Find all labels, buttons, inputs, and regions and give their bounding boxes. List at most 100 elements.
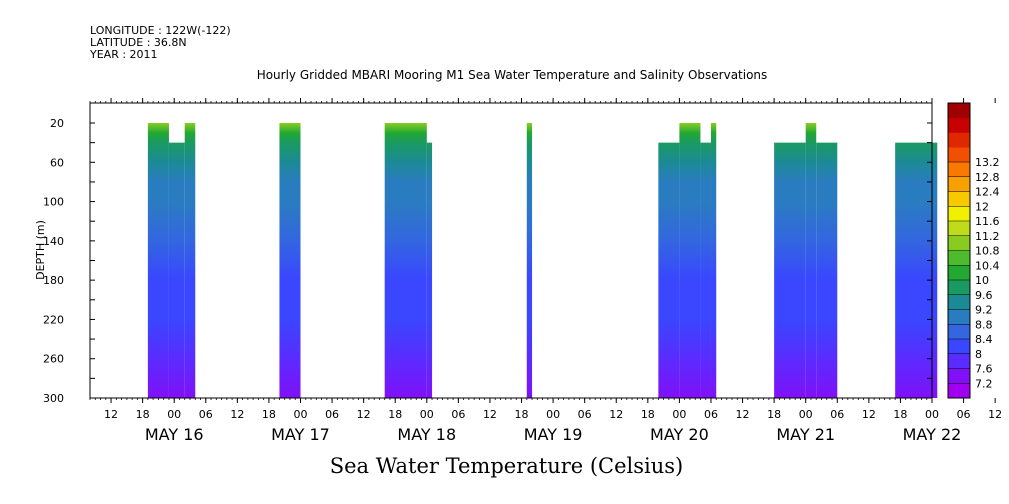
colorbar-swatch [948, 383, 970, 399]
x-day-label: MAY 21 [776, 425, 835, 444]
x-hour-tick-label: 00 [294, 408, 308, 421]
y-tick-label: 60 [50, 156, 64, 169]
variable-title: Sea Water Temperature (Celsius) [329, 454, 684, 478]
y-axis-label: DEPTH (m) [34, 220, 47, 280]
x-hour-tick-label: 18 [767, 408, 781, 421]
x-hour-tick-label: 18 [641, 408, 655, 421]
colorbar-swatch [948, 339, 970, 355]
data-segment-12 [805, 123, 817, 398]
colorbar-swatch [948, 250, 970, 266]
colorbar-label: 8.4 [975, 333, 993, 346]
x-hour-tick-label: 00 [420, 408, 434, 421]
x-hour-tick-label: 06 [578, 408, 592, 421]
colorbar-label: 13.2 [975, 156, 1000, 169]
colorbar-swatch [948, 147, 970, 163]
x-hour-tick-label: 00 [672, 408, 686, 421]
data-segment-11 [774, 142, 806, 398]
x-hour-tick-label: 12 [736, 408, 750, 421]
colorbar-swatch [948, 221, 970, 237]
colorbar-swatch [948, 324, 970, 340]
data-segment-0 [147, 123, 169, 398]
colorbar-label: 11.2 [975, 230, 1000, 243]
x-hour-tick-label: 06 [704, 408, 718, 421]
colorbar-label: 12.4 [975, 186, 1000, 199]
x-hour-tick-label: 18 [262, 408, 276, 421]
axis-layer: 12 18 00 06 12 18 00 06 12 18 00 06 12 18 00 06 12 18 00 06… [43, 98, 1002, 444]
x-hour-tick-label: 06 [957, 408, 971, 421]
colorbar-label: 12 [975, 200, 989, 213]
latitude-label: LATITUDE : 36.8N [90, 36, 187, 49]
data-segment-9 [700, 142, 711, 398]
x-hour-tick-label: 06 [451, 408, 465, 421]
colorbar-label: 10 [975, 274, 989, 287]
colorbar-swatch [948, 132, 970, 148]
data-segment-10 [710, 123, 717, 398]
x-day-label: MAY 17 [271, 425, 330, 444]
colorbar-swatch [948, 265, 970, 281]
chart-title: Hourly Gridded MBARI Mooring M1 Sea Wate… [256, 68, 768, 82]
x-hour-tick-label: 06 [199, 408, 213, 421]
y-tick-label: 180 [43, 274, 64, 287]
colorbar-swatch [948, 103, 970, 119]
y-tick-label: 140 [43, 235, 64, 248]
colorbar-label: 7.6 [975, 363, 993, 376]
data-segment-2 [184, 123, 196, 398]
x-hour-tick-label: 18 [388, 408, 402, 421]
x-hour-tick-label: 12 [357, 408, 371, 421]
y-tick-label: 300 [43, 392, 64, 405]
colorbar-swatch [948, 235, 970, 251]
data-segment-8 [679, 123, 701, 398]
colorbar-swatch [948, 206, 970, 222]
colorbar-label: 9.6 [975, 289, 993, 302]
x-hour-tick-label: 06 [830, 408, 844, 421]
colorbar-label: 12.8 [975, 171, 1000, 184]
colorbar-label: 10.8 [975, 245, 1000, 258]
data-segment-13 [816, 142, 838, 398]
data-segment-4 [384, 123, 427, 398]
colorbar-swatch [948, 162, 970, 178]
x-day-label: MAY 18 [397, 425, 456, 444]
x-hour-tick-label: 00 [925, 408, 939, 421]
year-label: YEAR : 2011 [90, 48, 158, 61]
colorbar-label: 8.8 [975, 318, 993, 331]
data-segment-5 [426, 142, 433, 398]
colorbar-swatch [948, 191, 970, 207]
y-tick-label: 20 [50, 117, 64, 130]
colorbar-label: 8 [975, 348, 982, 361]
x-hour-tick-label: 00 [799, 408, 813, 421]
data-segment-7 [658, 142, 680, 398]
longitude-label: LONGITUDE : 122W(-122) [90, 24, 231, 37]
colorbar-label: 9.2 [975, 304, 993, 317]
x-hour-tick-label: 12 [988, 408, 1002, 421]
x-hour-tick-label: 12 [862, 408, 876, 421]
colorbar-swatch [948, 294, 970, 310]
colorbar-swatch [948, 309, 970, 325]
y-tick-label: 260 [43, 353, 64, 366]
colorbar-swatch [948, 353, 970, 369]
x-hour-tick-label: 12 [609, 408, 623, 421]
x-hour-tick-label: 18 [515, 408, 529, 421]
x-day-label: MAY 22 [903, 425, 962, 444]
colorbar-swatch [948, 176, 970, 192]
colorbar-swatch [948, 117, 970, 133]
y-tick-label: 100 [43, 196, 64, 209]
x-hour-tick-label: 12 [483, 408, 497, 421]
colorbar-label: 10.4 [975, 259, 1000, 272]
colorbar-swatch [948, 368, 970, 384]
data-layer [147, 123, 938, 398]
data-segment-6 [526, 123, 533, 398]
y-tick-label: 220 [43, 313, 64, 326]
x-day-label: MAY 19 [524, 425, 583, 444]
colorbar-swatch [948, 280, 970, 296]
data-segment-14 [895, 142, 938, 398]
x-hour-tick-label: 12 [230, 408, 244, 421]
data-segment-1 [168, 142, 185, 398]
x-hour-tick-label: 18 [136, 408, 150, 421]
x-hour-tick-label: 18 [893, 408, 907, 421]
x-day-label: MAY 20 [650, 425, 709, 444]
x-hour-tick-label: 00 [546, 408, 560, 421]
x-day-label: MAY 16 [145, 425, 204, 444]
x-hour-tick-label: 06 [325, 408, 339, 421]
x-hour-tick-label: 12 [104, 408, 118, 421]
